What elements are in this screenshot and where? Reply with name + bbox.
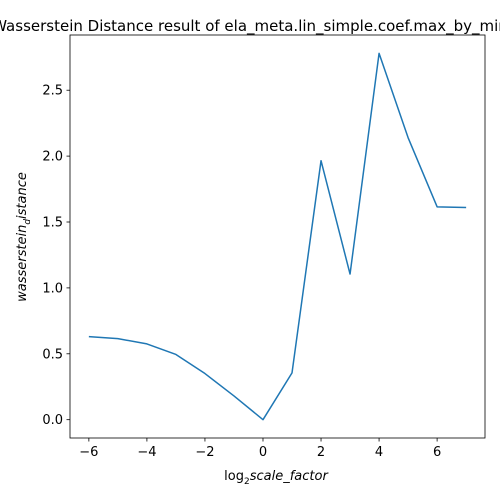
x-axis-label: log2scale_factor	[224, 469, 329, 487]
x-tick-label: 4	[375, 445, 383, 460]
x-axis-label-prefix: log	[224, 469, 244, 484]
series-line	[88, 52, 467, 421]
x-tick-label: −2	[195, 445, 214, 460]
y-axis-label-part-a: wasserstein	[15, 225, 30, 302]
x-tick-label: −4	[137, 445, 156, 460]
y-tick-label: 2.0	[42, 150, 63, 165]
x-axis-label-subscript: 2	[244, 477, 250, 487]
axes-frame	[69, 34, 486, 439]
x-tick-label: 2	[317, 445, 325, 460]
x-tick-label: −6	[79, 445, 98, 460]
x-axis-label-name: scale_factor	[250, 469, 330, 484]
y-tick-label: 0.5	[42, 347, 63, 362]
y-tick-label: 1.0	[42, 281, 63, 296]
y-tick-label: 2.5	[42, 84, 63, 99]
y-axis-label-part-b: istance	[15, 172, 30, 219]
chart-title: Wasserstein Distance result of ela_meta.…	[0, 17, 500, 36]
plot-area: −6 −4 −2 0 2 4 6 0.0 0.5 1.0 1.5 2.0 2.5	[42, 34, 486, 460]
y-tick-label: 0.0	[42, 413, 63, 428]
x-tick-label: 0	[259, 445, 267, 460]
y-axis-label-subscript: d	[23, 219, 33, 225]
y-tick-label: 1.5	[42, 216, 63, 231]
y-axis-label: wassersteindistance	[15, 172, 33, 302]
x-tick-label: 6	[433, 445, 441, 460]
